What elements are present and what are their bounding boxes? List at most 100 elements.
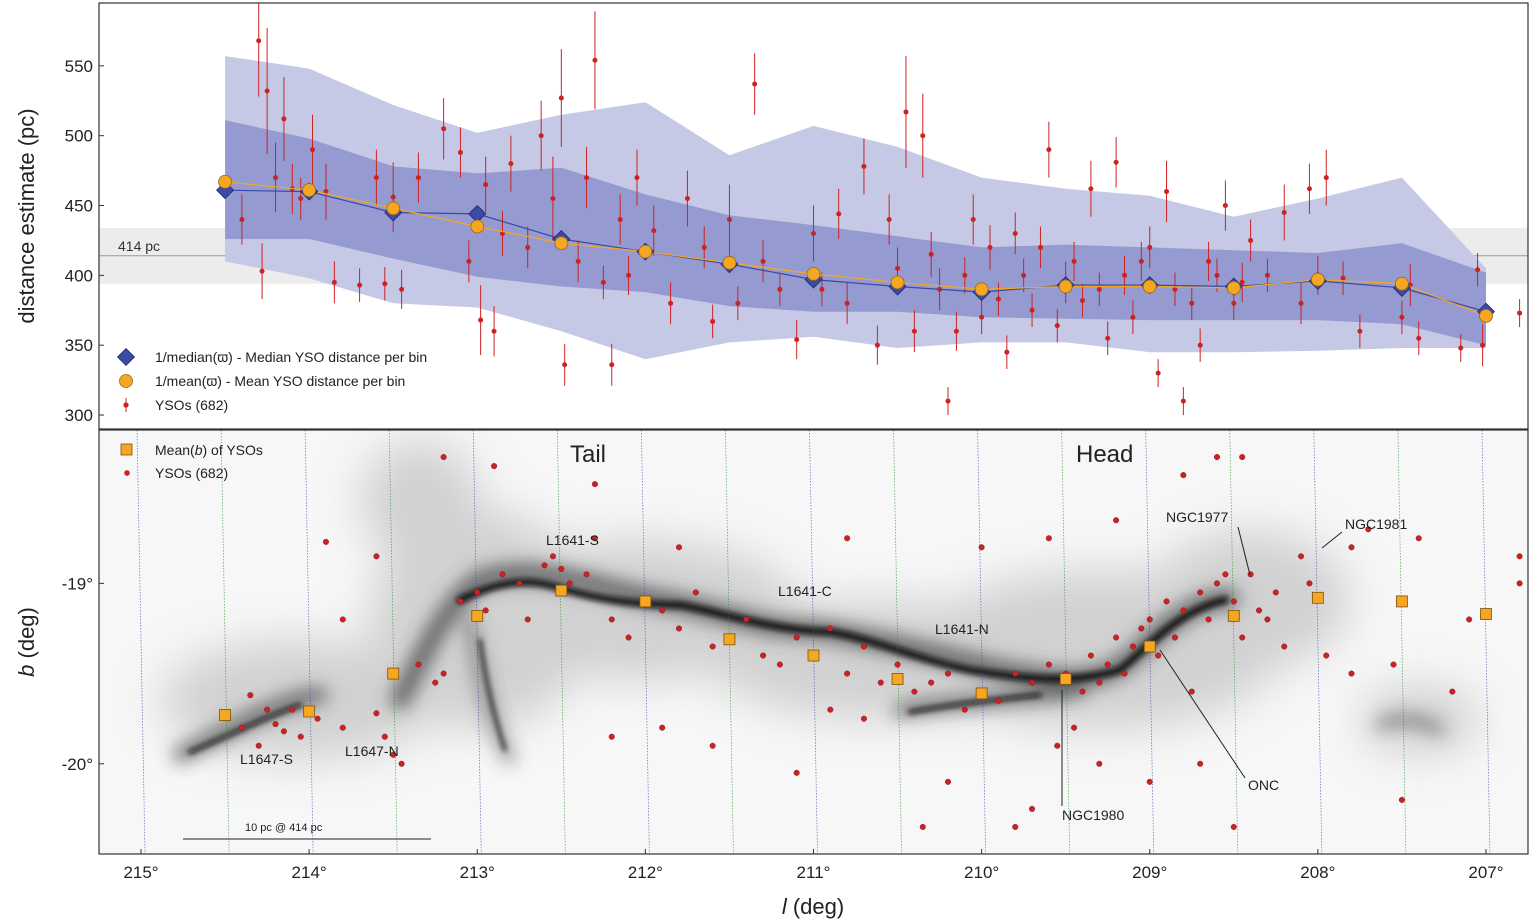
yso-point [726, 216, 732, 222]
scale-bar-label: 10 pc @ 414 pc [245, 822, 323, 834]
yso-sky-point [1365, 526, 1372, 533]
yso-point [701, 244, 707, 250]
label-l1641s: L1641-S [546, 532, 599, 548]
yso-sky-point [339, 616, 346, 623]
yso-sky-point [1096, 760, 1103, 767]
bottom-yso-points [238, 454, 1523, 830]
yso-point [491, 328, 497, 334]
yso-point [777, 286, 783, 292]
yso-sky-point [1012, 670, 1019, 677]
yso-point [752, 81, 758, 87]
yso-sky-point [381, 733, 388, 740]
yso-sky-point [1163, 598, 1170, 605]
yso-sky-point [280, 728, 287, 735]
yso-sky-point [1281, 643, 1288, 650]
yso-point [911, 328, 917, 334]
yso-point [1340, 275, 1346, 281]
yso-sky-point [1348, 670, 1355, 677]
yso-point [310, 147, 316, 153]
mean-line [225, 181, 1487, 317]
mean-marker [890, 275, 905, 290]
label-onc: ONC [1248, 777, 1279, 793]
x-tick-label: 210° [964, 863, 999, 882]
yso-sky-point [659, 724, 666, 731]
yso-sky-point [591, 535, 598, 542]
yso-point [684, 196, 690, 202]
region-head-label: Head [1076, 441, 1133, 468]
legend-bottom-yso-label: YSOs (682) [155, 465, 228, 481]
reference-line-label: 414 pc [118, 238, 160, 254]
yso-point [382, 281, 388, 287]
yso-sky-point [457, 598, 464, 605]
mean-marker [722, 255, 737, 270]
x-tick-label: 207° [1468, 863, 1503, 882]
yso-sky-point [264, 706, 271, 713]
yso-point [861, 163, 867, 169]
mean-b-marker [1311, 591, 1324, 604]
yso-sky-point [676, 544, 683, 551]
yso-point [1458, 345, 1464, 351]
mean-b-markers [219, 584, 1492, 721]
bottom-x-axis: 215° 214° 213° 212° 211° 210° 209° 208° 207° [123, 849, 1504, 882]
yso-point [1113, 159, 1119, 165]
yso-point [1517, 310, 1523, 316]
yso-point [538, 133, 544, 139]
top-y-tick-label: 450 [65, 197, 93, 216]
yso-point [1239, 279, 1245, 285]
mean-b-marker [723, 633, 736, 646]
yso-point [970, 216, 976, 222]
yso-point [1096, 286, 1102, 292]
yso-point [626, 272, 632, 278]
yso-point [508, 161, 514, 167]
mean-b-marker [1227, 609, 1240, 622]
yso-sky-point [1264, 616, 1271, 623]
scale-bar: 10 pc @ 414 pc [183, 822, 431, 840]
yso-sky-point [1104, 661, 1111, 668]
yso-point [1155, 370, 1161, 376]
mean-b-marker [1143, 640, 1156, 653]
yso-sky-point [1230, 823, 1237, 830]
yso-sky-point [482, 607, 489, 614]
yso-sky-point [1029, 805, 1036, 812]
mean-marker [554, 236, 569, 251]
yso-sky-point [760, 652, 767, 659]
mean-marker [1058, 279, 1073, 294]
yso-sky-point [1247, 571, 1254, 578]
label-l1647n: L1647-N [345, 743, 399, 759]
x-tick-label: 211° [797, 863, 831, 882]
yso-point [962, 272, 968, 278]
yso-sky-point [877, 679, 884, 686]
yso-point [483, 182, 489, 188]
yso-sky-point [339, 724, 346, 731]
yso-sky-point [566, 580, 573, 587]
yso-point [1021, 272, 1027, 278]
yso-sky-point [1171, 634, 1178, 641]
yso-point [466, 258, 472, 264]
yso-point [651, 228, 657, 234]
label-ngc1980: NGC1980 [1062, 807, 1124, 823]
mean-b-marker [303, 705, 316, 718]
yso-point [1480, 342, 1486, 348]
yso-sky-point [776, 661, 783, 668]
mean-b-marker [1059, 673, 1072, 685]
yso-sky-point [432, 679, 439, 686]
yso-sky-point [289, 706, 296, 713]
yso-point [373, 175, 379, 181]
yso-sky-point [255, 742, 262, 749]
yso-sky-point [793, 634, 800, 641]
yso-point [1130, 314, 1136, 320]
yso-sky-point [1121, 670, 1128, 677]
yso-sky-point [440, 454, 447, 461]
yso-point [331, 279, 337, 285]
yso-point [1475, 267, 1481, 273]
yso-point [1281, 210, 1287, 216]
yso-point [1004, 349, 1010, 355]
yso-sky-point [398, 760, 405, 767]
label-l1647s: L1647-S [240, 751, 293, 767]
mean-b-marker [471, 609, 484, 622]
mean-marker [1395, 276, 1409, 291]
yso-sky-point [1516, 553, 1523, 560]
x-tick-label: 208° [1300, 863, 1335, 882]
top-y-axis-title: distance estimate (pc) [14, 108, 39, 323]
yso-point [844, 300, 850, 306]
